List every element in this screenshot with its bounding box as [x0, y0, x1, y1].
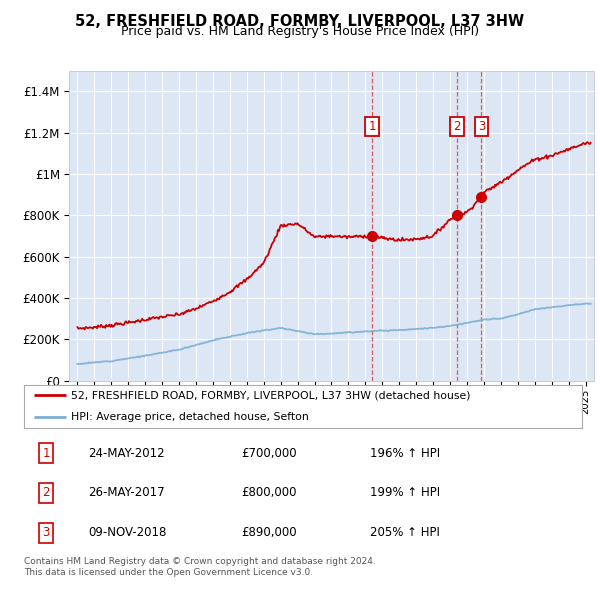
Text: £700,000: £700,000 [242, 447, 297, 460]
Text: 1: 1 [43, 447, 50, 460]
Text: 24-MAY-2012: 24-MAY-2012 [88, 447, 165, 460]
Text: 196% ↑ HPI: 196% ↑ HPI [370, 447, 440, 460]
Text: This data is licensed under the Open Government Licence v3.0.: This data is licensed under the Open Gov… [24, 568, 313, 576]
Text: 205% ↑ HPI: 205% ↑ HPI [370, 526, 440, 539]
Text: 2: 2 [43, 486, 50, 500]
Text: 52, FRESHFIELD ROAD, FORMBY, LIVERPOOL, L37 3HW: 52, FRESHFIELD ROAD, FORMBY, LIVERPOOL, … [76, 14, 524, 28]
Text: £800,000: £800,000 [242, 486, 297, 500]
Text: 1: 1 [368, 120, 376, 133]
Text: 3: 3 [43, 526, 50, 539]
Text: 3: 3 [478, 120, 485, 133]
Text: 2: 2 [453, 120, 461, 133]
Text: 09-NOV-2018: 09-NOV-2018 [88, 526, 167, 539]
Text: £890,000: £890,000 [242, 526, 297, 539]
Text: 199% ↑ HPI: 199% ↑ HPI [370, 486, 440, 500]
Text: Price paid vs. HM Land Registry's House Price Index (HPI): Price paid vs. HM Land Registry's House … [121, 25, 479, 38]
Text: Contains HM Land Registry data © Crown copyright and database right 2024.: Contains HM Land Registry data © Crown c… [24, 557, 376, 566]
Text: 26-MAY-2017: 26-MAY-2017 [88, 486, 165, 500]
Text: 52, FRESHFIELD ROAD, FORMBY, LIVERPOOL, L37 3HW (detached house): 52, FRESHFIELD ROAD, FORMBY, LIVERPOOL, … [71, 391, 471, 401]
Text: HPI: Average price, detached house, Sefton: HPI: Average price, detached house, Seft… [71, 412, 309, 422]
